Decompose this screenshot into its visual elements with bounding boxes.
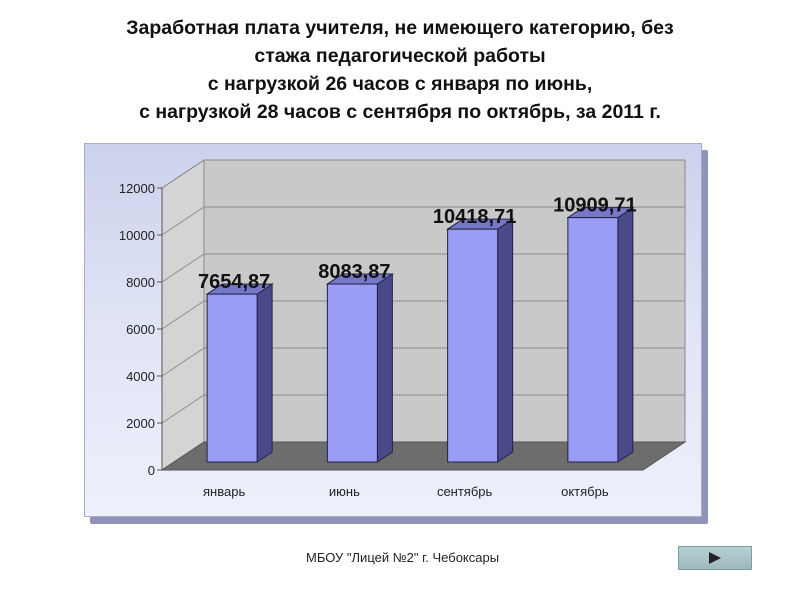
data-label: 8083,87	[318, 261, 390, 283]
y-tick-label: 8000	[126, 275, 155, 290]
gridline-side	[161, 300, 205, 330]
bar-side	[376, 273, 393, 463]
title-line-3: с нагрузкой 26 часов с января по июнь,	[207, 73, 593, 95]
footer-school-name: МБОУ "Лицей №2" г. Чебоксары	[306, 550, 500, 565]
gridline-side	[161, 394, 205, 424]
bar	[206, 293, 258, 463]
bar	[447, 228, 499, 463]
gridline-side	[161, 206, 205, 236]
y-tick-label: 0	[148, 463, 155, 478]
title-line-1: Заработная плата учителя, не имеющего ка…	[126, 17, 674, 39]
title-line-2: стажа педагогической работы	[254, 45, 546, 67]
chart-floor	[160, 441, 687, 471]
chart-title: Заработная плата учителя, не имеющего ка…	[20, 14, 780, 126]
y-tick-label: 4000	[126, 369, 155, 384]
x-tick-label: октябрь	[561, 484, 609, 499]
gridline-side	[161, 159, 205, 189]
data-label: 10909,71	[553, 195, 636, 217]
gridline-side	[161, 347, 205, 377]
bar-side	[617, 206, 634, 463]
bar-side	[497, 218, 514, 463]
y-tick-label: 6000	[126, 322, 155, 337]
y-tick-label: 2000	[126, 416, 155, 431]
bar	[567, 217, 619, 463]
y-tick-label: 12000	[119, 181, 155, 196]
x-tick-label: январь	[203, 484, 245, 499]
play-arrow-icon	[709, 552, 721, 564]
x-tick-label: июнь	[329, 484, 360, 499]
bar-side	[256, 283, 273, 463]
data-label: 7654,87	[198, 271, 270, 293]
title-line-4: с нагрузкой 28 часов с сентября по октяб…	[139, 101, 661, 123]
bar	[326, 283, 378, 463]
gridline-side	[161, 253, 205, 283]
data-label: 10418,71	[433, 206, 516, 228]
y-tick-label: 10000	[119, 228, 155, 243]
x-tick-label: сентябрь	[437, 484, 493, 499]
next-slide-button[interactable]	[678, 546, 752, 570]
